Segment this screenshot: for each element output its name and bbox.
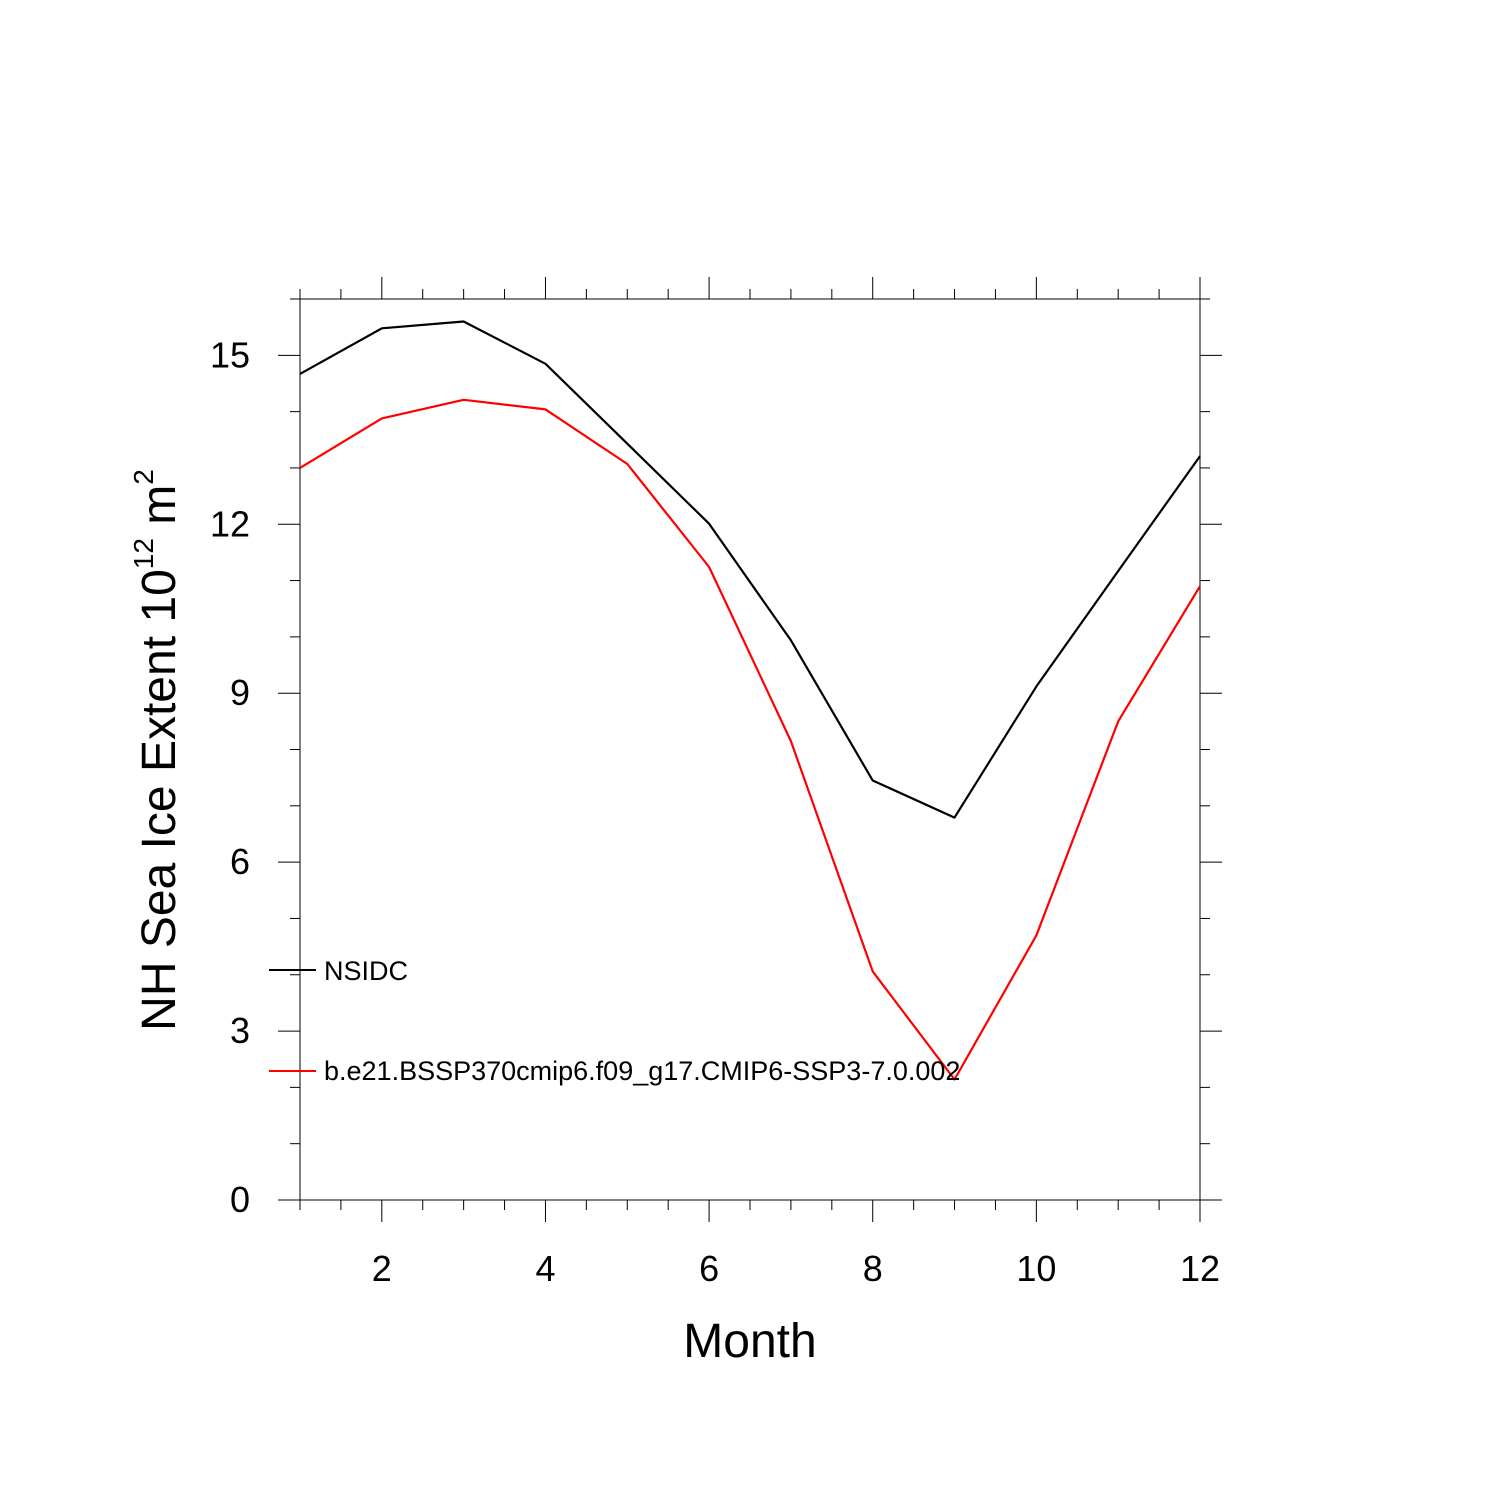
y-axis-label-unit-exponent: 2: [128, 469, 159, 485]
y-tick-labels: 0 3 6 9 12 15: [210, 334, 250, 1220]
y-tick-label: 3: [230, 1010, 250, 1051]
major-ticks: [278, 277, 1222, 1222]
x-tick-label: 12: [1180, 1248, 1220, 1289]
x-tick-label: 6: [699, 1248, 719, 1289]
y-tick-label: 9: [230, 672, 250, 713]
x-tick-label: 8: [863, 1248, 883, 1289]
y-tick-label: 0: [230, 1179, 250, 1220]
y-tick-label: 15: [210, 334, 250, 375]
series-line-nsidc: [299, 320, 1201, 819]
minor-ticks: [290, 289, 1210, 1210]
series-line-cesm: [299, 398, 1201, 1081]
x-tick-labels: 2 4 6 8 10 12: [372, 1248, 1220, 1289]
x-tick-label: 2: [372, 1248, 392, 1289]
y-axis-label-main: NH Sea Ice Extent 10: [133, 569, 186, 1031]
y-axis-label-exponent: 12: [128, 538, 159, 569]
legend: NSIDC b.e21.BSSP370cmip6.f09_g17.CMIP6-S…: [269, 956, 960, 1086]
x-axis-label: Month: [683, 1315, 816, 1368]
x-tick-label: 4: [535, 1248, 555, 1289]
y-tick-label: 6: [230, 841, 250, 882]
y-axis-label-unit: m: [133, 485, 186, 538]
legend-label-cesm: b.e21.BSSP370cmip6.f09_g17.CMIP6-SSP3-7.…: [324, 1056, 960, 1086]
legend-label-nsidc: NSIDC: [324, 956, 408, 986]
series-lines: [299, 320, 1201, 1081]
x-tick-label: 10: [1016, 1248, 1056, 1289]
y-axis-label: NH Sea Ice Extent 1012 m2: [128, 469, 186, 1031]
y-tick-label: 12: [210, 503, 250, 544]
